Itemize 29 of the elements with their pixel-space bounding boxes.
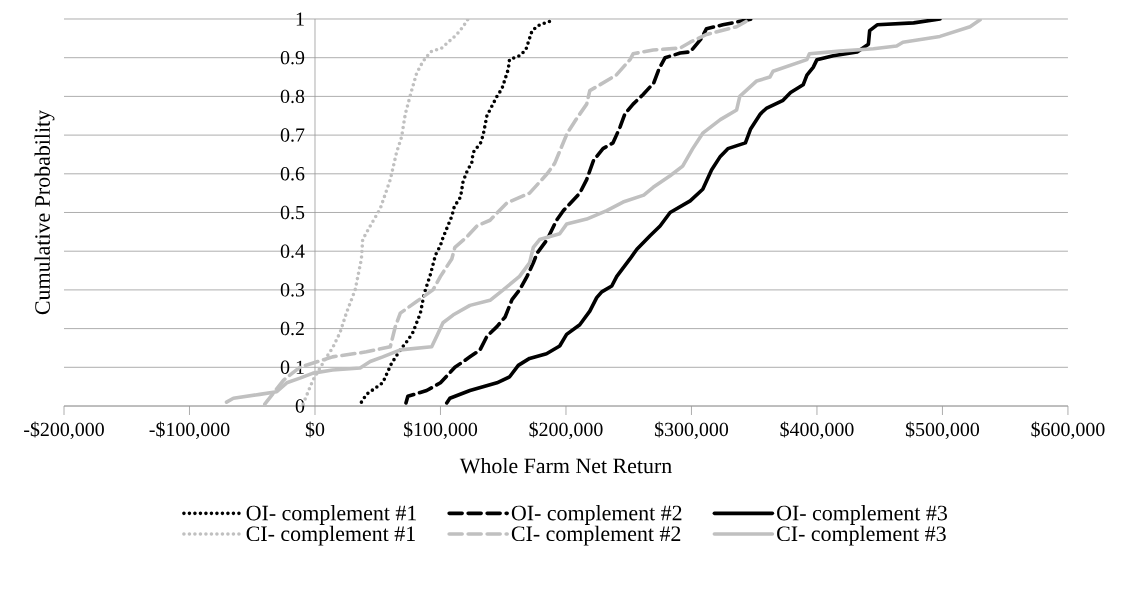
legend-label: OI- complement #2: [511, 505, 682, 525]
line-series: [444, 19, 942, 405]
x-axis-title: Whole Farm Net Return: [459, 457, 672, 474]
x-tick-label: $600,000: [1031, 421, 1105, 440]
x-tick-label: -$200,000: [24, 421, 104, 440]
legend-label: OI- complement #1: [246, 505, 417, 525]
y-tick-label: 1: [296, 12, 304, 26]
x-tick-label: $0: [305, 421, 325, 438]
legend-label: OI- complement #3: [777, 505, 947, 525]
legend-label: CI- complement #2: [511, 525, 681, 546]
y-tick-label: 0.5: [280, 205, 305, 220]
y-tick-label: 0.6: [280, 167, 305, 181]
legend-label: CI- complement #1: [246, 525, 415, 546]
y-tick-label: 0.7: [280, 128, 305, 142]
x-tick-label: $400,000: [780, 421, 854, 440]
y-tick-label: 0.8: [280, 89, 305, 104]
y-tick-label: 0.2: [280, 321, 304, 336]
y-tick-label: 0.9: [280, 50, 305, 65]
x-tick-label: $100,000: [403, 421, 478, 440]
y-axis-title: Cumulative Probability: [34, 109, 55, 315]
legend-label: CI- complement #3: [777, 525, 946, 546]
line-series: [359, 19, 553, 404]
y-tick-label: 0.3: [280, 283, 305, 297]
y-tick-label: 0.4: [280, 244, 305, 258]
x-tick-label: $300,000: [654, 421, 729, 440]
x-tick-label: $500,000: [905, 421, 980, 440]
x-tick-label: $200,000: [529, 421, 603, 440]
x-tick-label: -$100,000: [149, 421, 230, 440]
line-series: [404, 19, 754, 405]
